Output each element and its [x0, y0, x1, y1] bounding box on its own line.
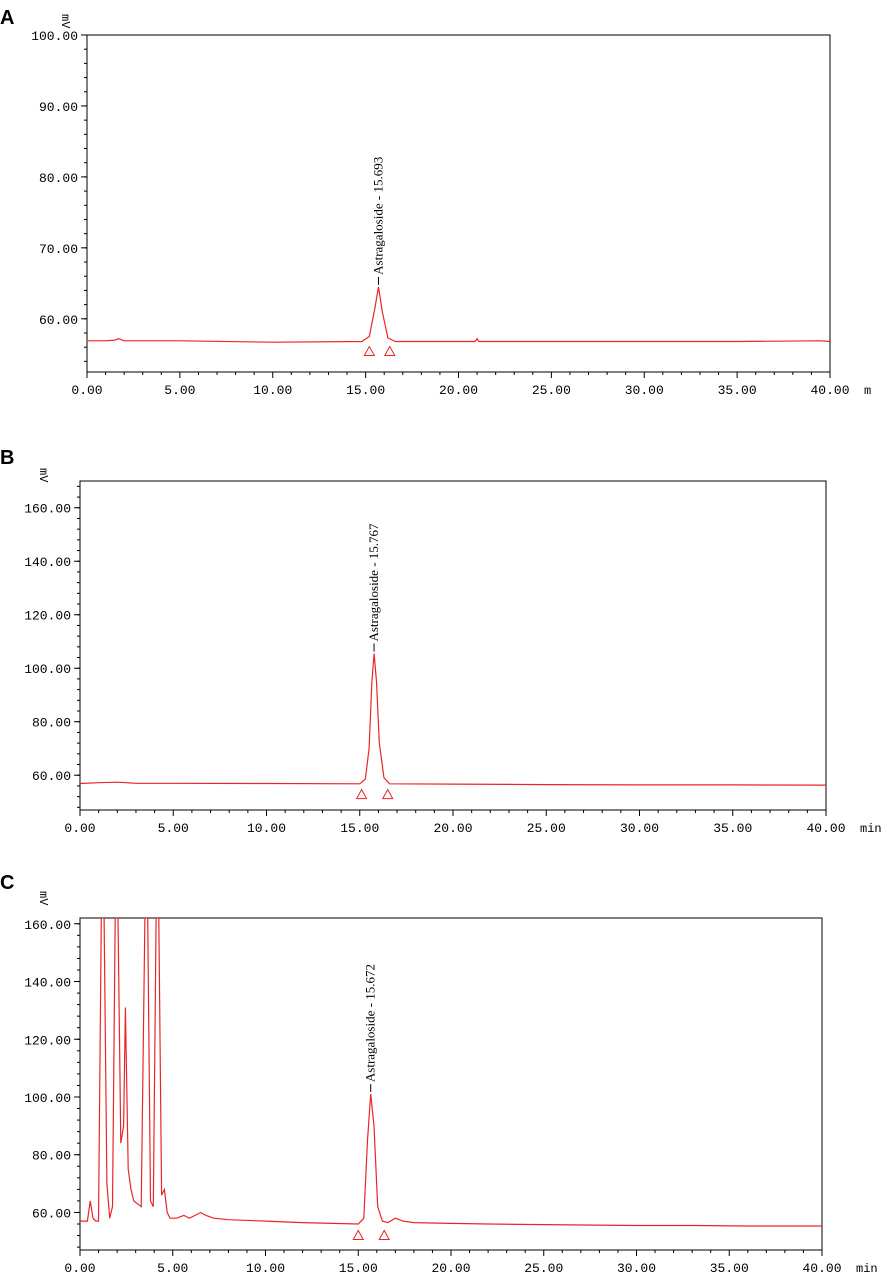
- y-tick-label: 160.00: [24, 502, 71, 517]
- plot-frame: [79, 917, 823, 1251]
- x-tick-label: 0.00: [64, 1261, 95, 1276]
- x-axis-unit: min: [856, 1262, 878, 1276]
- y-axis-unit: mV: [36, 468, 50, 483]
- peak-boundary-marker: [378, 1229, 391, 1240]
- peak-boundary-marker: [363, 345, 376, 356]
- x-tick-label: 20.00: [431, 1261, 470, 1276]
- plot-frame: [79, 480, 827, 811]
- y-tick-label: 60.00: [32, 1206, 71, 1221]
- y-tick-label: 120.00: [24, 609, 71, 624]
- peak-boundary-marker: [352, 1229, 365, 1240]
- x-tick-label: 10.00: [247, 821, 286, 836]
- x-tick-label: 30.00: [617, 1261, 656, 1276]
- x-tick-label: 10.00: [253, 383, 292, 398]
- x-tick-label: 20.00: [439, 383, 478, 398]
- x-tick-label: 25.00: [532, 383, 571, 398]
- x-tick-label: 35.00: [718, 383, 757, 398]
- x-tick-label: 15.00: [346, 383, 385, 398]
- plot-frame: [86, 34, 831, 373]
- x-tick-label: 5.00: [158, 821, 189, 836]
- x-tick-label: 15.00: [340, 821, 379, 836]
- y-tick-label: 100.00: [31, 29, 78, 44]
- x-tick-label: 10.00: [246, 1261, 285, 1276]
- x-tick-label: 0.00: [71, 383, 102, 398]
- peak-boundary-marker: [381, 788, 394, 800]
- x-tick-label: 30.00: [625, 383, 664, 398]
- peak-label: Astragaloside - 15.767: [366, 523, 381, 642]
- x-tick-label: 35.00: [713, 821, 752, 836]
- peak-boundary-marker: [383, 345, 396, 356]
- chart-panel-c: CmV 0.00 5.00 10.00 15.00 20.00 25.00 30.00 35.0…: [0, 872, 878, 1276]
- x-tick-label: 0.00: [64, 821, 95, 836]
- x-tick-label: 30.00: [620, 821, 659, 836]
- x-tick-label: 25.00: [524, 1261, 563, 1276]
- chromatogram-trace: [80, 653, 826, 786]
- x-tick-label: 35.00: [710, 1261, 749, 1276]
- x-tick-label: 5.00: [164, 383, 195, 398]
- x-tick-label: 25.00: [527, 821, 566, 836]
- y-tick-label: 80.00: [32, 1149, 71, 1164]
- peak-boundary-marker: [355, 788, 368, 800]
- chromatogram-trace: [87, 286, 830, 343]
- x-tick-label: 20.00: [433, 821, 472, 836]
- peak-label: Astragaloside - 15.672: [363, 964, 378, 1082]
- x-tick-label: 40.00: [810, 383, 849, 398]
- panel-letter: B: [0, 447, 14, 469]
- y-tick-label: 80.00: [32, 716, 71, 731]
- y-axis-unit: mV: [36, 891, 50, 906]
- y-tick-label: 60.00: [32, 769, 71, 784]
- peak-label: Astragaloside - 15.693: [370, 157, 385, 275]
- y-axis-unit: mV: [58, 14, 72, 29]
- y-tick-label: 160.00: [24, 918, 71, 933]
- y-tick-label: 90.00: [39, 100, 78, 115]
- y-tick-label: 100.00: [24, 1091, 71, 1106]
- x-tick-label: 15.00: [339, 1261, 378, 1276]
- panel-letter: C: [0, 872, 14, 894]
- y-tick-label: 140.00: [24, 976, 71, 991]
- panel-letter: A: [0, 7, 14, 29]
- x-tick-label: 5.00: [157, 1261, 188, 1276]
- y-tick-label: 120.00: [24, 1033, 71, 1048]
- x-tick-label: 40.00: [806, 821, 845, 836]
- chart-panel-b: BmV 0.00 5.00 10.00 15.00 20.00 25.00 30.00 35.0…: [0, 447, 882, 836]
- y-tick-label: 140.00: [24, 555, 71, 570]
- x-axis-unit: min: [860, 822, 882, 836]
- y-tick-label: 100.00: [24, 662, 71, 677]
- y-tick-label: 70.00: [39, 242, 78, 257]
- x-tick-label: 40.00: [802, 1261, 841, 1276]
- x-axis-unit: m: [864, 384, 871, 398]
- y-tick-label: 60.00: [39, 313, 78, 328]
- y-tick-label: 80.00: [39, 171, 78, 186]
- chromatogram-trace: [80, 918, 822, 1227]
